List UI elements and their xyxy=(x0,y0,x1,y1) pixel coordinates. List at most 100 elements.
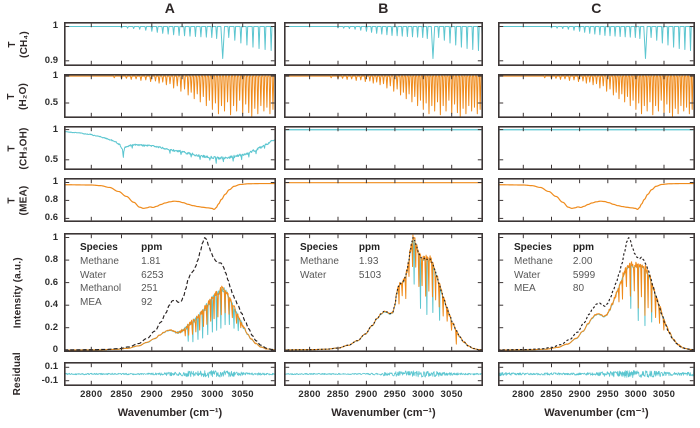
species-name: Methane xyxy=(300,255,339,267)
y-tick-label: 1 xyxy=(52,123,58,135)
t_h2o-orange-series xyxy=(498,75,695,117)
y-axis-label-text: Intensity (a.u.) xyxy=(12,257,24,328)
x-axis-label-C: Wavenumber (cm⁻¹) xyxy=(544,407,649,419)
y-tick-label: 0.8 xyxy=(44,254,58,266)
t_mea-orange-series xyxy=(63,182,276,211)
column-header-A: A xyxy=(164,0,176,16)
residual-cyan-series xyxy=(283,370,484,378)
species-table-header-ppm: ppm xyxy=(358,242,381,253)
species-table-C: Species ppm Methane 2.00 Water 5999 MEA 80 xyxy=(514,241,595,296)
species-name: Methanol xyxy=(80,283,122,295)
species-name: MEA xyxy=(514,283,536,295)
species-table-B: Species ppm Methane 1.93 Water 5103 xyxy=(300,241,381,282)
t_ch4-cyan-series xyxy=(284,25,484,59)
y-tick-label: 0.5 xyxy=(44,153,58,165)
species-name: MEA xyxy=(80,297,102,309)
panel-C-t_ch4 xyxy=(498,22,696,67)
panel-A-t_ch4 xyxy=(64,22,277,67)
x-tick-label: 3050 xyxy=(440,389,463,400)
x-tick-label: 3000 xyxy=(201,389,224,400)
x-tick-label: 2850 xyxy=(326,389,350,400)
intensity-black-series xyxy=(64,237,276,351)
y-tick-label: 0.5 xyxy=(44,96,58,108)
y-tick-label: 0.6 xyxy=(44,276,58,288)
panel-C-t_h2o xyxy=(498,74,695,119)
species-table-header-species: Species xyxy=(300,242,338,253)
species-ppm-value: 92 xyxy=(141,297,153,309)
panel-B-intensity xyxy=(283,233,484,353)
residual-cyan-series xyxy=(63,370,277,378)
panel-A-t_mea xyxy=(63,178,276,223)
y-axis-label-text: T (CH₃OH) xyxy=(6,126,30,170)
y-tick-label: 1 xyxy=(52,231,58,243)
x-tick-label: 2850 xyxy=(110,389,133,400)
x-tick-label: 2800 xyxy=(512,389,535,400)
species-table-A: Species ppm Methane 1.81 Water 6253 Methanol 25… xyxy=(80,241,163,310)
panel-C-residual xyxy=(497,362,696,386)
x-axis-label-A: Wavenumber (cm⁻¹) xyxy=(117,407,223,419)
x-tick-label: 2850 xyxy=(540,389,563,400)
species-name: Water xyxy=(514,269,541,281)
panel-A-intensity xyxy=(63,233,277,353)
species-table-header-ppm: ppm xyxy=(572,242,595,253)
x-tick-label: 3050 xyxy=(652,389,676,400)
x-tick-label: 3000 xyxy=(412,389,435,400)
y-tick-label: 1 xyxy=(52,70,58,82)
y-tick-label: 0 xyxy=(52,344,58,356)
t_ch4-cyan-series xyxy=(498,25,696,59)
x-tick-label: 2900 xyxy=(140,389,163,400)
species-ppm-value: 1.93 xyxy=(358,255,379,267)
y-tick-label: 0.8 xyxy=(44,194,58,206)
y-tick-label: 0.2 xyxy=(44,321,58,333)
species-table-header-ppm: ppm xyxy=(141,242,163,253)
species-ppm-value: 5103 xyxy=(358,269,382,281)
species-name: Water xyxy=(300,269,327,281)
t_h2o-orange-series xyxy=(284,75,483,117)
residual-cyan-series xyxy=(497,365,696,378)
y-axis-label-text: T (CH₄) xyxy=(6,30,30,58)
t_mea-orange-series xyxy=(497,182,695,211)
x-tick-label: 2900 xyxy=(355,389,378,400)
species-ppm-value: 1.81 xyxy=(141,255,161,267)
species-table-header-species: Species xyxy=(80,242,118,253)
species-ppm-value: 2.00 xyxy=(572,255,593,267)
panel-B-t_ch4 xyxy=(284,22,484,67)
species-name: Methane xyxy=(80,255,119,267)
column-header-C: C xyxy=(591,0,602,16)
panel-B-residual xyxy=(283,362,484,386)
species-name: Methane xyxy=(514,255,553,267)
x-tick-label: 3050 xyxy=(231,389,254,400)
t_ch3oh-cyan-series xyxy=(63,131,277,164)
column-header-B: B xyxy=(378,0,389,16)
x-tick-label: 2950 xyxy=(596,389,619,400)
x-axis-label-B: Wavenumber (cm⁻¹) xyxy=(331,407,436,419)
intensity-black-series xyxy=(284,237,483,351)
panel-B-t_mea xyxy=(284,178,483,223)
species-ppm-value: 80 xyxy=(572,283,585,295)
x-tick-label: 2950 xyxy=(170,389,194,400)
x-tick-label: 2950 xyxy=(383,389,407,400)
y-axis-label-intensity: Intensity (a.u.) xyxy=(1,233,35,352)
species-ppm-value: 251 xyxy=(141,283,158,295)
x-tick-label: 2900 xyxy=(568,389,591,400)
y-tick-label: 0.9 xyxy=(44,54,58,66)
panel-C-t_ch3oh xyxy=(498,126,695,171)
panel-B-t_ch3oh xyxy=(284,126,483,171)
x-tick-label: 2800 xyxy=(298,389,321,400)
species-table-header-species: Species xyxy=(514,242,552,253)
panel-B-t_h2o xyxy=(284,74,483,119)
x-tick-label: 3000 xyxy=(624,389,648,400)
y-tick-label: -0.1 xyxy=(41,374,58,386)
y-tick-label: 0.4 xyxy=(44,299,58,311)
panel-C-intensity xyxy=(497,233,696,353)
species-name: Water xyxy=(80,269,107,281)
panel-C-t_mea xyxy=(497,178,695,223)
panel-A-t_h2o xyxy=(64,74,276,119)
panel-A-residual xyxy=(63,362,277,386)
t_ch4-cyan-series xyxy=(64,25,277,59)
species-ppm-value: 5999 xyxy=(572,269,596,281)
y-tick-label: 0.6 xyxy=(44,212,58,224)
species-ppm-value: 6253 xyxy=(141,269,164,281)
y-axis-label-text: T (MEA) xyxy=(6,185,29,215)
